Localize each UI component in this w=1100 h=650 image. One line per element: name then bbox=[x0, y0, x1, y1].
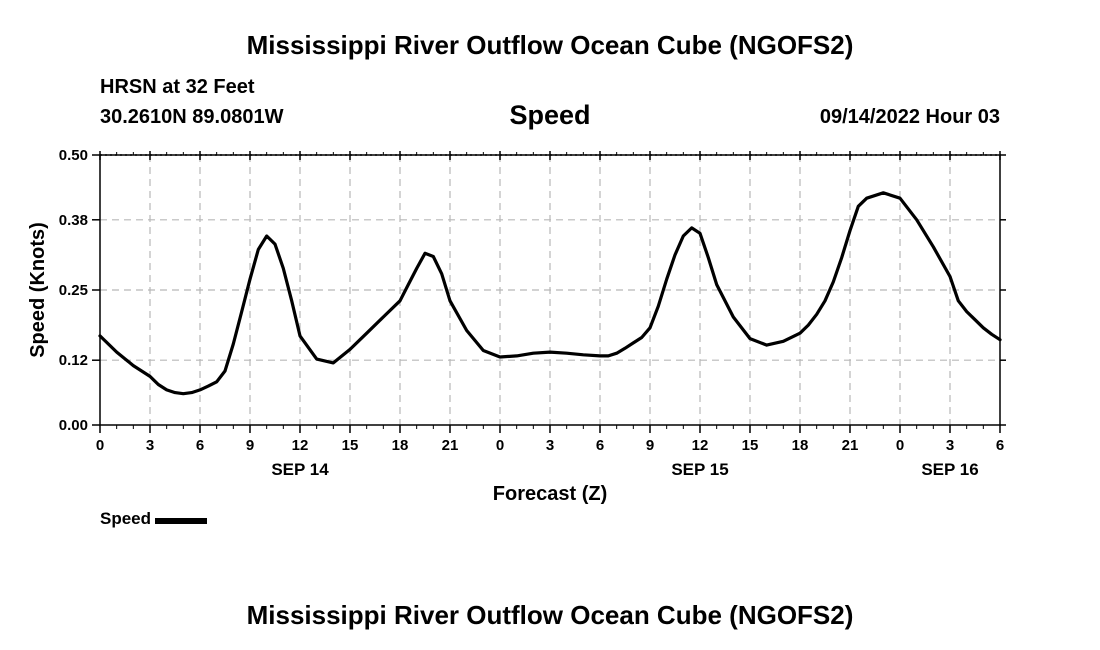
legend-swatch bbox=[155, 517, 208, 524]
x-tick-label: 21 bbox=[442, 437, 459, 454]
y-tick-label: 0.50 bbox=[59, 147, 88, 164]
chart-grid bbox=[100, 155, 1000, 425]
y-tick-label: 0.00 bbox=[59, 417, 88, 434]
footer-title: Mississippi River Outflow Ocean Cube (NG… bbox=[246, 600, 854, 630]
x-axis-label: Forecast (Z) bbox=[493, 483, 607, 505]
y-axis-label: Speed (Knots) bbox=[27, 222, 49, 358]
x-tick-label: 0 bbox=[96, 437, 104, 454]
y-tick-label: 0.12 bbox=[59, 352, 88, 369]
legend: Speed bbox=[100, 509, 208, 529]
x-tick-label: 21 bbox=[842, 437, 859, 454]
forecast-timestamp: 09/14/2022 Hour 03 bbox=[819, 106, 1000, 128]
x-tick-label: 6 bbox=[196, 437, 204, 454]
x-tick-label: 9 bbox=[646, 437, 654, 454]
x-tick-label: 6 bbox=[996, 437, 1004, 454]
speed-series-line bbox=[98, 191, 1002, 396]
chart-title: Speed bbox=[509, 100, 591, 130]
x-tick-label: 15 bbox=[342, 437, 359, 454]
station-coordinates: 30.2610N 89.0801W bbox=[100, 106, 284, 128]
x-tick-label: 15 bbox=[742, 437, 759, 454]
x-tick-label: 9 bbox=[246, 437, 254, 454]
x-date-label: SEP 15 bbox=[671, 460, 728, 479]
main-title: Mississippi River Outflow Ocean Cube (NG… bbox=[246, 30, 854, 60]
x-tick-label: 3 bbox=[946, 437, 954, 454]
x-tick-label: 12 bbox=[692, 437, 709, 454]
x-tick-label: 3 bbox=[546, 437, 554, 454]
x-tick-label: 0 bbox=[496, 437, 504, 454]
x-tick-label: 0 bbox=[896, 437, 904, 454]
x-tick-label: 18 bbox=[392, 437, 409, 454]
y-tick-label: 0.38 bbox=[59, 212, 88, 229]
x-tick-label: 18 bbox=[792, 437, 809, 454]
station-label: HRSN at 32 Feet bbox=[100, 76, 255, 98]
y-tick-label: 0.25 bbox=[59, 282, 88, 299]
x-tick-label: 6 bbox=[596, 437, 604, 454]
x-date-label: SEP 16 bbox=[921, 460, 978, 479]
legend-label: Speed bbox=[100, 509, 152, 528]
axis-ticks: 0 3 6 9 12 15 18 21 0 3 6 9 12 15 18 21 0 3 6 0.00 0.12 0.25 0… bbox=[59, 147, 1006, 479]
x-tick-label: 3 bbox=[146, 437, 154, 454]
x-tick-label: 12 bbox=[292, 437, 309, 454]
series-layer bbox=[98, 191, 1002, 396]
x-date-label: SEP 14 bbox=[271, 460, 329, 479]
